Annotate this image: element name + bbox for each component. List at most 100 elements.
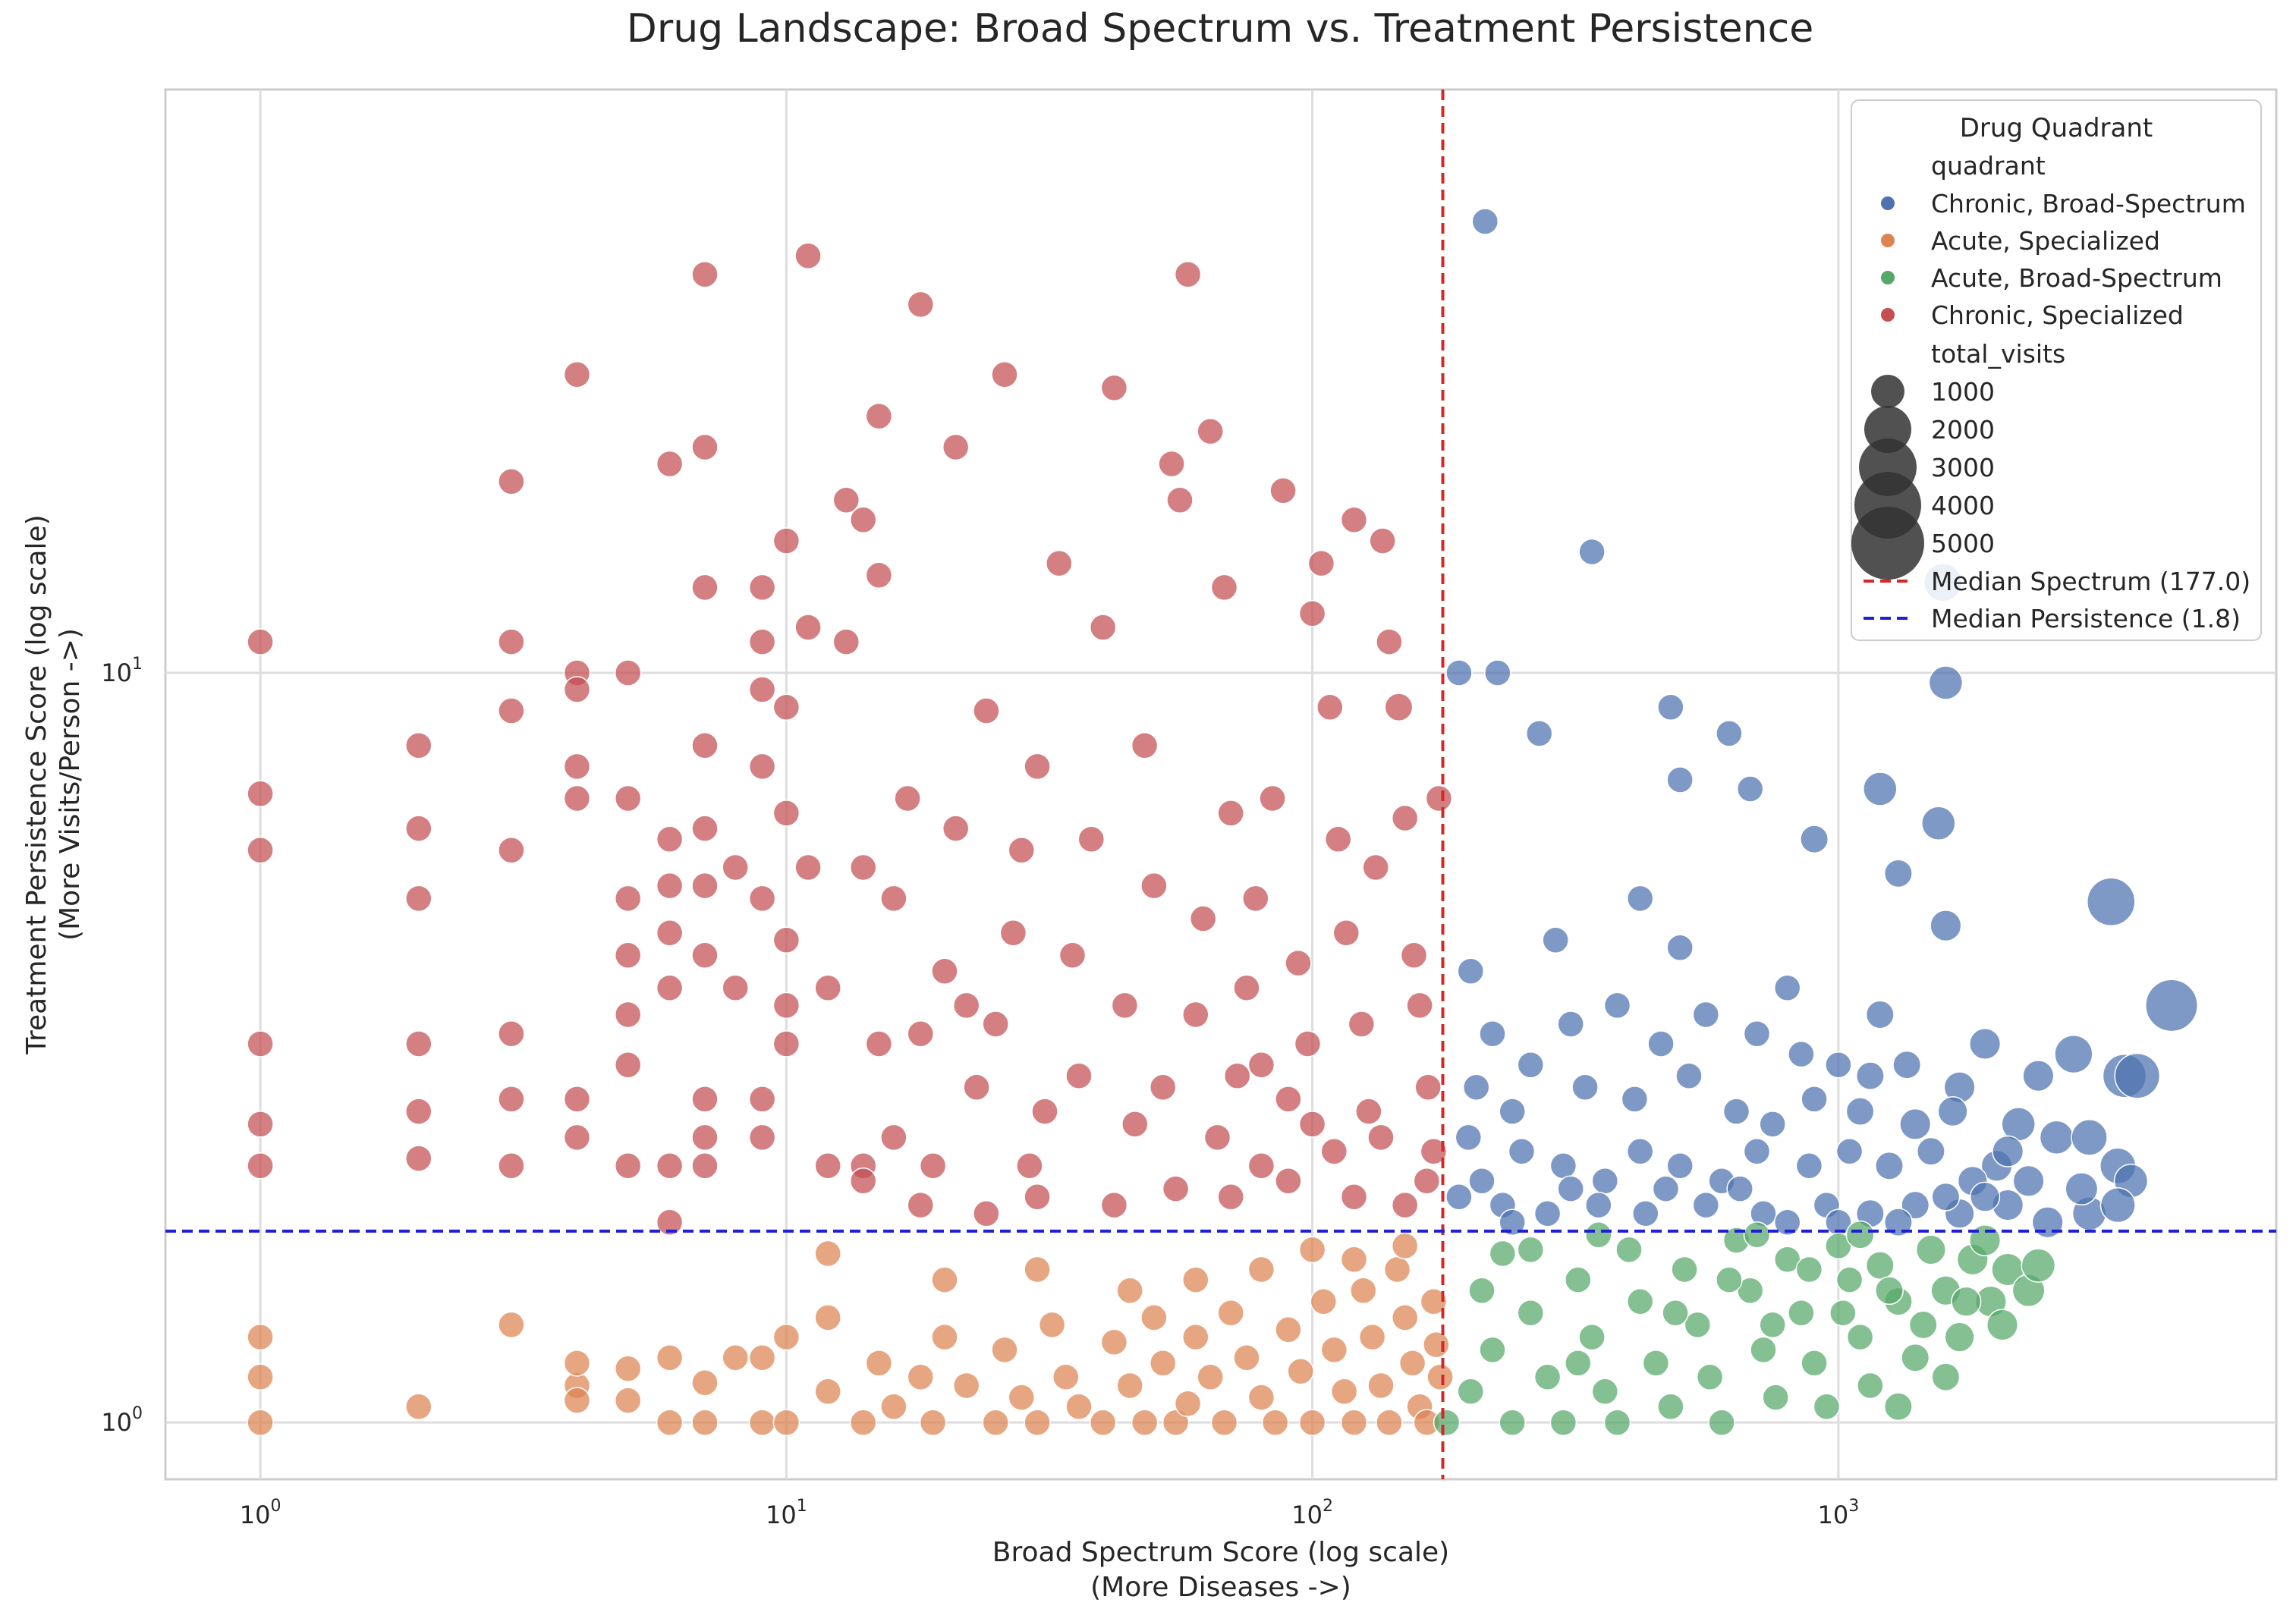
data-point-acute-specialized [1140,1304,1168,1331]
data-point-chronic-specialized [247,1111,274,1138]
data-point-acute-specialized [1420,1287,1448,1315]
data-point-chronic-specialized [1406,991,1433,1020]
data-point-chronic-specialized [748,885,776,913]
data-point-acute-broad-spectrum [1533,1363,1562,1391]
data-point-chronic-broad-spectrum [1557,1010,1584,1038]
data-point-acute-specialized [405,1393,432,1420]
data-point-acute-broad-spectrum [1489,1240,1517,1268]
data-point-chronic-specialized [656,1152,684,1180]
data-point-chronic-specialized [1182,1001,1209,1029]
data-point-acute-broad-spectrum [1479,1336,1506,1364]
data-point-acute-specialized [1162,1409,1190,1436]
data-point-chronic-broad-spectrum [1462,1073,1490,1101]
data-point-chronic-broad-spectrum [1716,720,1743,747]
data-point-chronic-specialized [1307,549,1335,577]
data-point-acute-specialized [1330,1378,1358,1406]
data-point-acute-specialized [1340,1246,1368,1274]
data-point-chronic-broad-spectrum [1970,1181,2001,1212]
data-point-chronic-specialized [1233,974,1260,1001]
data-point-acute-broad-spectrum [1951,1286,1982,1317]
data-point-chronic-specialized [814,1152,841,1180]
data-point-acute-broad-spectrum [2021,1248,2056,1283]
data-point-acute-specialized [1298,1236,1326,1264]
data-point-acute-specialized [498,1311,525,1339]
data-point-chronic-specialized [772,1030,800,1057]
data-point-chronic-specialized [691,731,719,759]
data-point-chronic-specialized [794,853,822,881]
data-point-chronic-specialized [1242,885,1269,913]
data-point-chronic-broad-spectrum [1557,1175,1584,1202]
data-point-acute-specialized [1024,1409,1051,1436]
data-point-chronic-specialized [1189,905,1217,932]
data-point-chronic-specialized [1024,1183,1051,1211]
data-point-chronic-specialized [498,837,525,864]
data-point-chronic-specialized [614,659,642,687]
data-point-chronic-specialized [1217,800,1244,827]
data-point-chronic-specialized [405,1145,432,1172]
data-point-chronic-specialized [1058,941,1087,969]
data-point-chronic-specialized [1367,1123,1395,1152]
data-point-chronic-specialized [691,815,719,842]
data-point-chronic-specialized [1166,486,1194,514]
data-point-chronic-broad-spectrum [2114,1052,2161,1099]
data-point-acute-broad-spectrum [1578,1323,1606,1351]
data-point-acute-broad-spectrum [1750,1336,1777,1364]
data-point-acute-specialized [1089,1409,1117,1436]
data-point-chronic-specialized [772,693,800,721]
data-point-chronic-specialized [931,957,958,985]
data-point-acute-broad-spectrum [1615,1236,1643,1264]
data-point-acute-specialized [1116,1277,1143,1304]
legend-size-title: total_visits [1931,339,2065,369]
data-point-acute-broad-spectrum [1517,1236,1545,1264]
x-tick-label: 100 [240,1497,281,1529]
data-point-chronic-broad-spectrum [1666,934,1694,961]
data-point-chronic-specialized [691,1123,719,1152]
data-point-chronic-specialized [1275,1167,1302,1195]
data-point-acute-specialized [563,1350,591,1377]
data-point-chronic-broad-spectrum [1743,1020,1771,1048]
data-point-chronic-broad-spectrum [1525,720,1553,747]
data-point-chronic-broad-spectrum [1652,1175,1680,1202]
data-point-chronic-specialized [1089,614,1117,641]
data-point-chronic-broad-spectrum [1969,1027,2002,1061]
data-point-chronic-specialized [973,1199,1000,1227]
data-point-chronic-specialized [865,1030,893,1057]
data-point-acute-broad-spectrum [1585,1221,1612,1249]
data-point-chronic-specialized [1400,941,1428,969]
legend-size-label-3000: 3000 [1931,453,1995,482]
data-point-acute-specialized [1376,1409,1403,1436]
data-point-chronic-specialized [748,1086,776,1113]
data-point-acute-specialized [1358,1323,1386,1351]
legend-marker-chronic-specialized [1881,308,1895,322]
data-point-chronic-broad-spectrum [1835,1137,1864,1165]
data-point-chronic-broad-spectrum [1759,1111,1786,1138]
data-point-chronic-broad-spectrum [1484,659,1511,687]
data-point-acute-specialized [1310,1287,1338,1315]
data-point-chronic-specialized [832,486,860,514]
data-point-acute-broad-spectrum [1762,1384,1789,1411]
data-point-chronic-specialized [1140,872,1168,900]
x-tick-label: 102 [1291,1497,1333,1529]
data-point-acute-specialized [814,1304,841,1331]
legend-median-persistence-label: Median Persistence (1.8) [1931,604,2241,633]
data-point-chronic-specialized [691,261,719,288]
data-point-chronic-specialized [1197,417,1224,445]
data-point-acute-broad-spectrum [1642,1350,1670,1377]
data-point-chronic-specialized [1100,1191,1128,1219]
data-point-chronic-specialized [1376,628,1403,655]
data-point-acute-broad-spectrum [1915,1234,1946,1265]
data-point-chronic-broad-spectrum [1647,1030,1675,1057]
data-point-chronic-specialized [656,450,684,478]
data-point-chronic-specialized [1024,753,1051,781]
data-point-chronic-broad-spectrum [1883,1208,1913,1237]
data-point-chronic-specialized [849,853,877,881]
data-point-chronic-specialized [563,676,591,703]
data-point-acute-broad-spectrum [1969,1224,2002,1257]
data-point-chronic-specialized [907,1191,935,1219]
data-point-chronic-broad-spectrum [1928,665,1964,700]
data-point-chronic-specialized [691,1086,719,1113]
data-point-chronic-specialized [1324,825,1352,853]
data-point-chronic-broad-spectrum [1795,1152,1823,1180]
legend-hue-title: quadrant [1931,151,2046,181]
